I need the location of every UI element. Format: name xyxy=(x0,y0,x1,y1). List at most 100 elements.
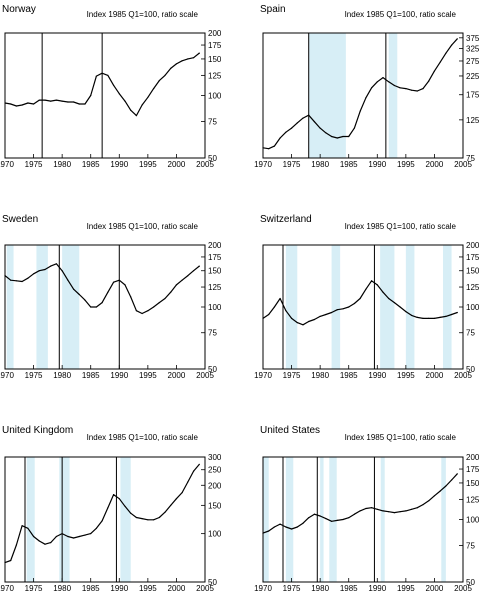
data-point xyxy=(399,511,401,513)
x-tick-label: 2005 xyxy=(196,371,214,380)
x-tick-label: 1980 xyxy=(311,371,329,380)
x-tick-label: 1980 xyxy=(311,160,329,169)
data-point xyxy=(187,481,189,483)
recession-band xyxy=(331,245,341,369)
x-tick-label: 1975 xyxy=(283,160,301,169)
y-tick-label: 325 xyxy=(466,45,480,54)
x-tick-label: 1985 xyxy=(82,160,100,169)
recession-band xyxy=(443,245,452,369)
data-point xyxy=(262,147,264,149)
data-point xyxy=(15,544,17,546)
y-tick-label: 200 xyxy=(466,453,480,462)
data-point xyxy=(198,265,200,267)
y-tick-label: 75 xyxy=(466,329,475,338)
data-point xyxy=(445,315,447,317)
data-point xyxy=(170,504,172,506)
data-point xyxy=(359,297,361,300)
data-point xyxy=(262,532,264,534)
data-point xyxy=(107,507,109,509)
data-point xyxy=(411,89,413,91)
x-tick-label: 2000 xyxy=(168,371,186,380)
data-point xyxy=(451,479,453,481)
recession-band xyxy=(263,457,269,582)
data-point xyxy=(124,100,126,102)
recession-band xyxy=(26,457,35,582)
y-tick-label: 50 xyxy=(466,578,475,587)
data-point xyxy=(50,542,52,544)
y-tick-label: 50 xyxy=(208,578,217,587)
x-tick-label: 2005 xyxy=(454,371,472,380)
y-tick-label: 150 xyxy=(208,501,222,510)
data-point xyxy=(27,277,29,279)
data-point xyxy=(325,132,327,134)
data-point xyxy=(268,313,270,316)
data-point xyxy=(135,115,137,117)
data-point xyxy=(296,322,298,324)
data-point xyxy=(302,117,304,119)
x-tick-label: 1990 xyxy=(368,584,386,593)
y-tick-label: 200 xyxy=(208,481,222,490)
series-line xyxy=(262,38,458,150)
x-tick-label: 1995 xyxy=(139,584,157,593)
data-point xyxy=(296,526,298,528)
x-tick-label: 2000 xyxy=(168,584,186,593)
data-point xyxy=(33,535,35,538)
x-tick-label: 1990 xyxy=(110,371,128,380)
data-point xyxy=(273,145,275,147)
data-point xyxy=(376,508,378,510)
data-point xyxy=(456,473,458,475)
x-tick-label: 2000 xyxy=(426,371,444,380)
data-point xyxy=(78,293,80,296)
data-point xyxy=(90,306,92,308)
data-point xyxy=(296,122,298,124)
data-point xyxy=(348,306,350,308)
data-point xyxy=(170,67,172,69)
data-point xyxy=(33,273,35,275)
chart-title: Spain xyxy=(260,4,286,15)
recession-band xyxy=(380,457,385,582)
recession-band xyxy=(36,245,48,369)
x-tick-label: 1970 xyxy=(0,371,14,380)
data-point xyxy=(21,280,23,283)
data-point xyxy=(193,57,195,59)
data-point xyxy=(44,543,46,545)
y-tick-label: 125 xyxy=(208,283,222,292)
y-tick-label: 75 xyxy=(466,154,475,163)
data-point xyxy=(428,80,430,82)
y-tick-label: 75 xyxy=(208,329,217,338)
x-tick-label: 1980 xyxy=(53,160,71,169)
data-point xyxy=(95,527,97,529)
data-point xyxy=(382,291,384,293)
data-point xyxy=(153,88,155,90)
x-tick-label: 1990 xyxy=(368,371,386,380)
data-point xyxy=(55,535,58,538)
data-point xyxy=(279,137,281,139)
data-point xyxy=(141,312,143,315)
recession-band xyxy=(62,245,80,369)
y-tick-label: 50 xyxy=(208,154,217,163)
x-tick-label: 1980 xyxy=(53,584,71,593)
data-point xyxy=(175,284,177,286)
data-point xyxy=(61,533,63,535)
y-tick-label: 150 xyxy=(208,55,222,64)
x-tick-label: 1995 xyxy=(397,371,415,380)
data-point xyxy=(147,96,149,98)
data-point xyxy=(181,60,183,62)
y-tick-label: 150 xyxy=(466,267,480,276)
data-point xyxy=(433,70,435,72)
recession-band xyxy=(285,457,294,582)
chart-subtitle: Index 1985 Q1=100, ratio scale xyxy=(87,222,199,231)
data-point xyxy=(130,296,132,298)
data-point xyxy=(451,44,453,46)
data-point xyxy=(331,520,333,522)
data-point xyxy=(130,109,132,111)
data-point xyxy=(101,520,103,522)
chart-subtitle: Index 1985 Q1=100, ratio scale xyxy=(345,10,457,19)
y-tick-label: 300 xyxy=(208,453,222,462)
data-point xyxy=(439,61,441,63)
data-point xyxy=(187,58,189,60)
y-tick-label: 150 xyxy=(208,267,222,276)
x-tick-label: 1985 xyxy=(340,371,358,380)
y-tick-label: 125 xyxy=(466,116,480,125)
chart-title: Norway xyxy=(2,4,36,15)
